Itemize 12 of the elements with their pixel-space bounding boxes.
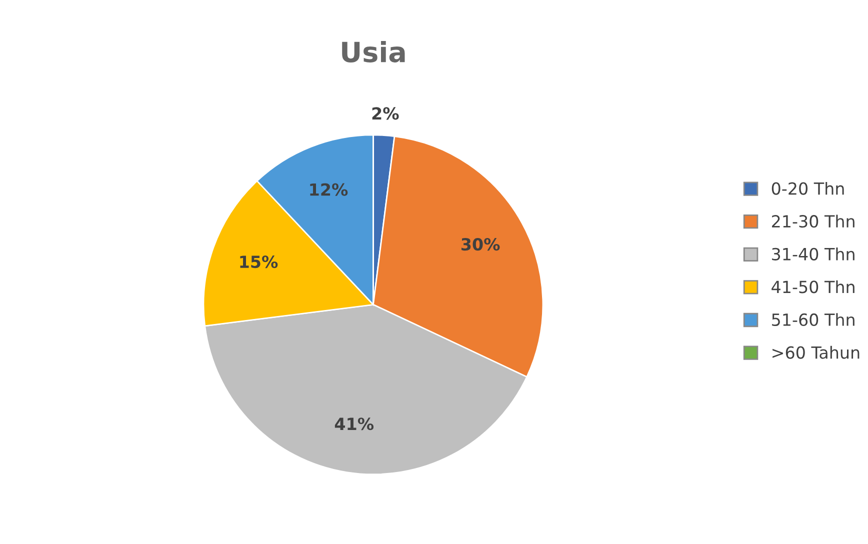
data-label: 15% xyxy=(240,255,278,268)
legend-label: 41-50 Thn xyxy=(772,280,854,294)
data-label: 30% xyxy=(461,238,500,251)
chart-title: Usia xyxy=(342,40,405,62)
legend-label: >60 Tahun xyxy=(772,346,860,359)
data-label: 12% xyxy=(310,183,348,196)
data-label: 2% xyxy=(372,107,399,120)
legend-label: 21-30 Thn xyxy=(772,214,854,228)
data-label: 41% xyxy=(334,418,374,430)
legend-label: 0-20 Thn xyxy=(772,182,844,195)
legend-label: 51-60 Thn xyxy=(772,313,854,326)
legend-label: 31-40 Thn xyxy=(772,248,854,260)
